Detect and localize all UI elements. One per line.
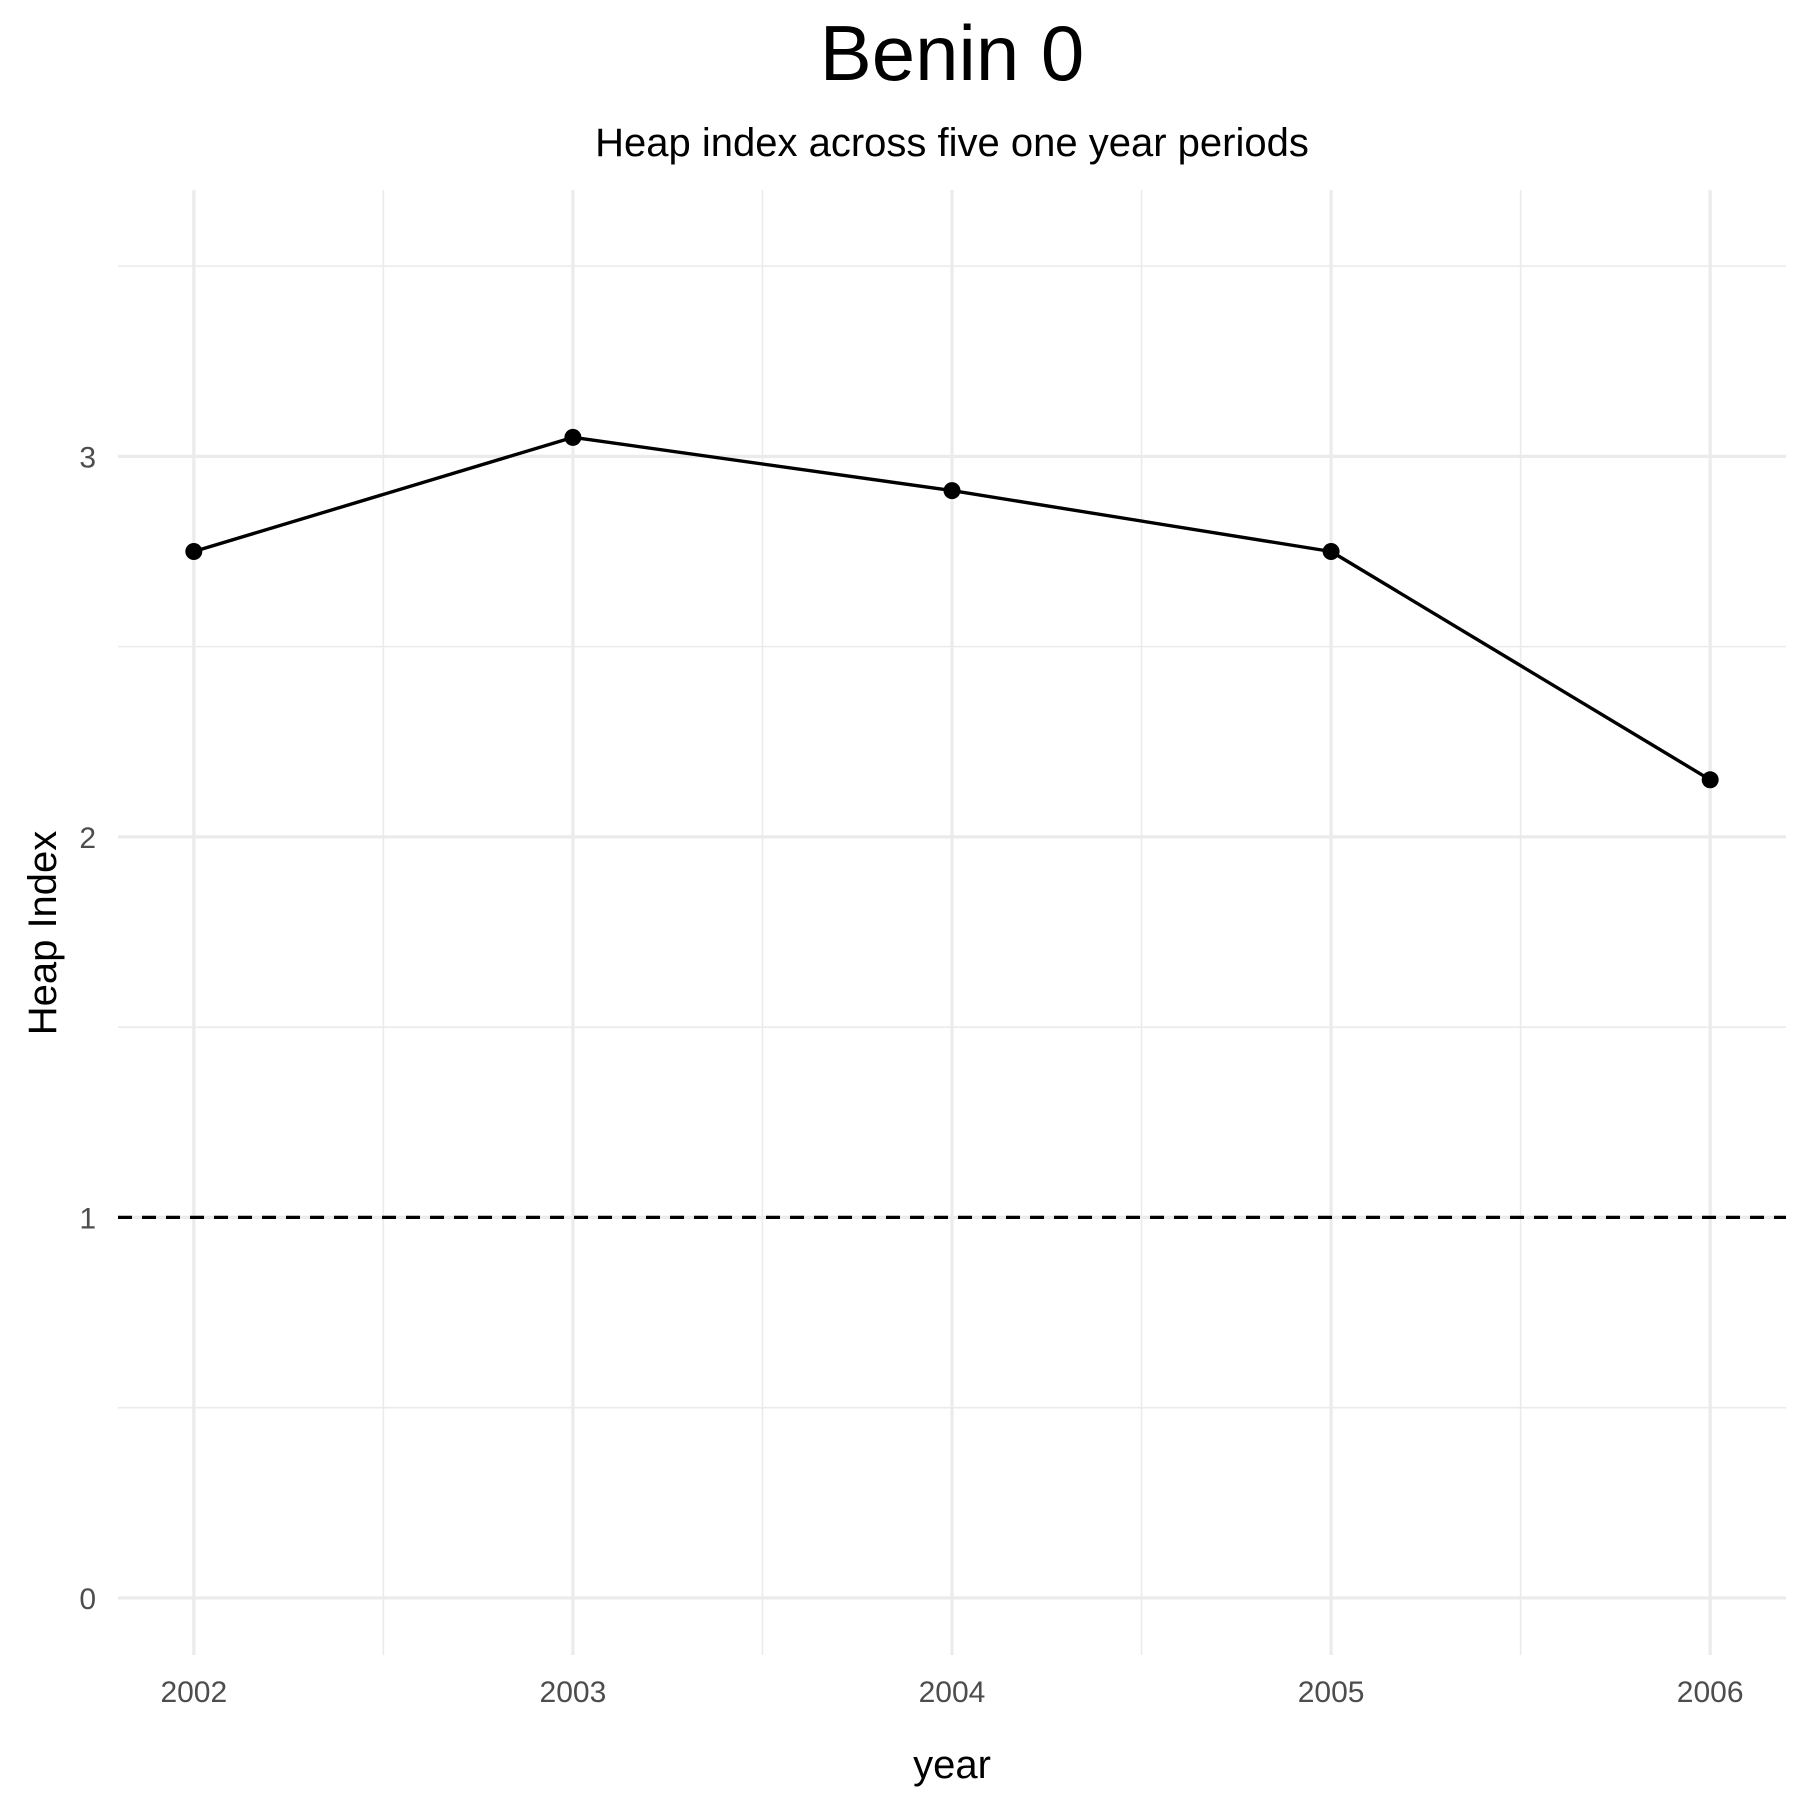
y-tick-label: 1: [79, 1202, 96, 1235]
data-point: [1322, 542, 1340, 560]
x-tick-label: 2003: [540, 1676, 607, 1709]
grid: [118, 190, 1786, 1655]
data-point: [943, 482, 961, 500]
x-tick-label: 2006: [1677, 1676, 1744, 1709]
y-axis-title: Heap Index: [21, 831, 65, 1036]
tick-labels: 2002 2003 2004 2005 2006 0 1 2 3: [79, 441, 1743, 1709]
data-point: [185, 542, 203, 560]
x-tick-label: 2002: [160, 1676, 227, 1709]
x-axis-title: year: [913, 1743, 991, 1787]
x-tick-label: 2004: [919, 1676, 986, 1709]
data-point: [1701, 771, 1719, 789]
y-tick-label: 3: [79, 441, 96, 474]
y-tick-label: 2: [79, 822, 96, 855]
chart-title: Benin 0: [820, 9, 1085, 97]
chart-subtitle: Heap index across five one year periods: [595, 121, 1309, 165]
x-tick-label: 2005: [1298, 1676, 1365, 1709]
series: [185, 428, 1719, 789]
data-point: [564, 428, 582, 446]
y-tick-label: 0: [79, 1583, 96, 1616]
